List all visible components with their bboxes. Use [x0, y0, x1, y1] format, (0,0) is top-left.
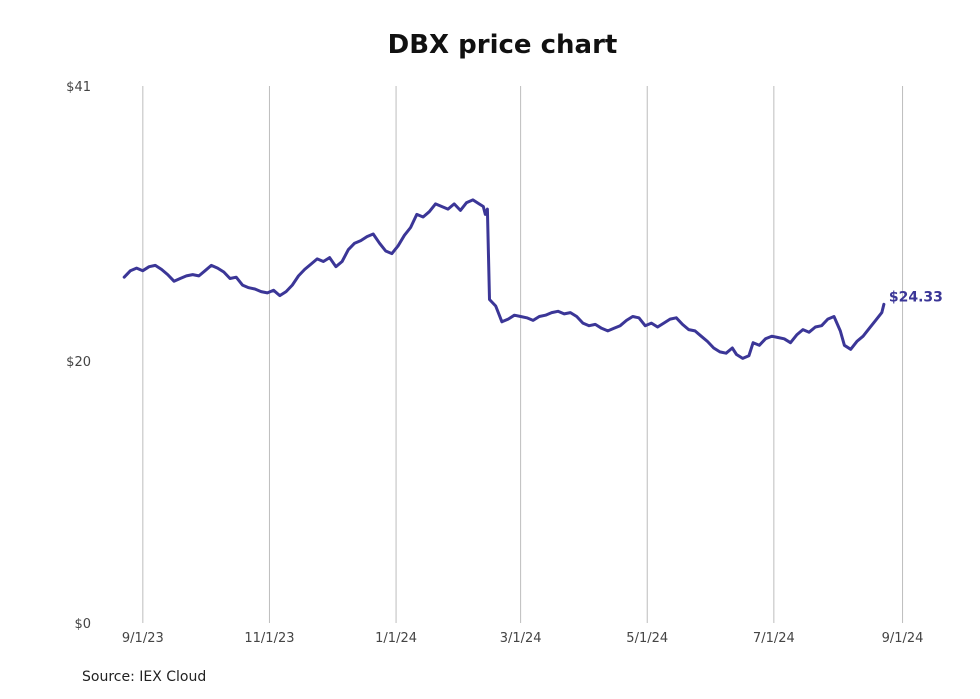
- y-tick-label: $41: [66, 80, 91, 95]
- source-note: Source: IEX Cloud: [82, 669, 207, 685]
- y-axis-ticks: $0 $20 $41: [66, 80, 91, 632]
- x-tick-label: 5/1/24: [626, 631, 668, 646]
- grid-lines: [142, 86, 904, 623]
- price-series-line: [122, 198, 886, 360]
- y-tick-label: $0: [74, 617, 91, 632]
- x-axis-ticks: 9/1/23 11/1/23 1/1/24 3/1/24 5/1/24 7/1/24 9/1…: [122, 631, 924, 646]
- x-tick-label: 9/1/24: [882, 631, 924, 646]
- x-tick-label: 3/1/24: [500, 631, 542, 646]
- last-price-label: $24.33: [889, 289, 943, 305]
- x-tick-label: 1/1/24: [375, 631, 417, 646]
- x-tick-label: 11/1/23: [244, 631, 294, 646]
- y-tick-label: $20: [66, 355, 91, 370]
- x-tick-label: 7/1/24: [753, 631, 795, 646]
- chart-title: DBX price chart: [387, 30, 618, 60]
- x-tick-label: 9/1/23: [122, 631, 164, 646]
